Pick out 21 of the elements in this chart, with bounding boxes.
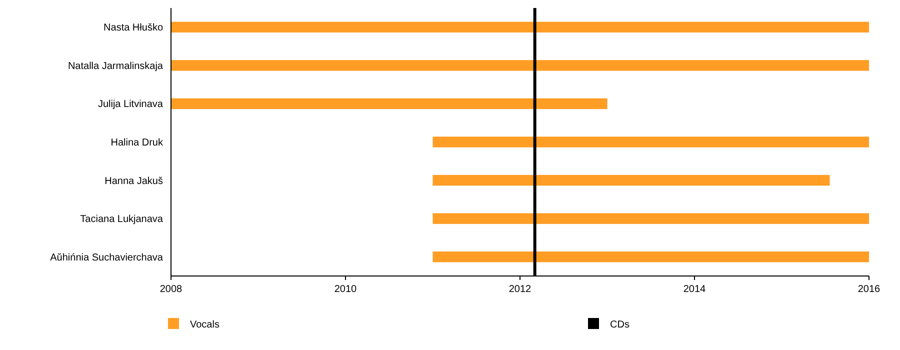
y-tick-label: Natalla Jarmalinskaja (68, 60, 164, 72)
bar (171, 22, 869, 33)
bar (432, 251, 869, 262)
y-tick-label: Halina Druk (110, 138, 164, 148)
x-tick-label: 2008 (160, 284, 183, 295)
bar (171, 60, 869, 71)
legend-label: Vocals (190, 320, 220, 330)
bar (432, 213, 869, 224)
x-tick-label: 2016 (858, 284, 881, 295)
y-tick-label: Taciana Lukjanava (80, 214, 164, 226)
y-tick-label: Hanna Jakuš (104, 176, 163, 187)
x-tick-label: 2012 (508, 284, 532, 295)
y-tick-label: Aŭhińnia Suchavierchava (50, 252, 164, 264)
legend-label: CDs (610, 320, 630, 330)
bar (432, 136, 869, 148)
x-tick-label: 2014 (683, 284, 706, 295)
y-tick-label: Julija Litvinava (98, 99, 164, 110)
y-tick-label: Nasta Hłuško (104, 22, 164, 34)
bar (432, 174, 830, 186)
bar (171, 98, 608, 110)
x-tick-label: 2010 (334, 284, 358, 295)
